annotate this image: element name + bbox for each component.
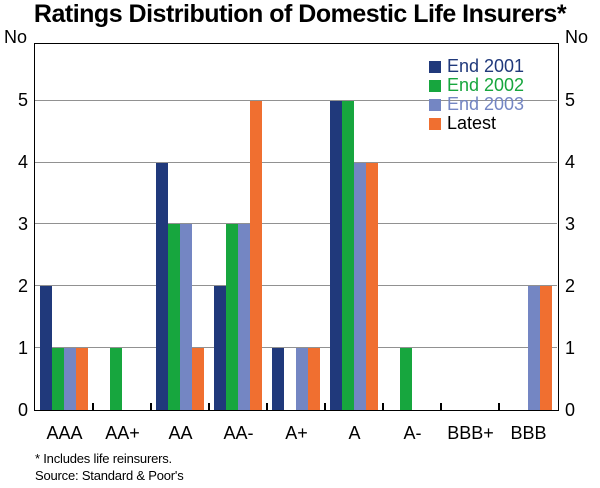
y-tick-label-right: 2	[565, 275, 576, 296]
legend-item: End 2001	[429, 57, 524, 76]
bar-end-2001-a+	[272, 348, 284, 410]
footnote: * Includes life reinsurers.	[35, 451, 172, 466]
gridline	[35, 223, 557, 225]
x-axis-tick	[266, 403, 268, 410]
gridline	[35, 347, 557, 349]
y-tick-label-left: 5	[17, 90, 28, 111]
x-axis-tick	[382, 403, 384, 410]
plot-area: End 2001 End 2002 End 2003 Latest	[34, 43, 559, 411]
legend: End 2001 End 2002 End 2003 Latest	[429, 57, 524, 133]
x-axis-tick	[498, 403, 500, 410]
y-tick-label-left: 3	[17, 213, 28, 234]
bar-latest-a+	[308, 348, 320, 410]
bar-end-2001-aa	[156, 162, 168, 410]
legend-swatch-icon	[429, 98, 441, 111]
legend-item: End 2003	[429, 95, 524, 114]
legend-item: Latest	[429, 114, 524, 133]
legend-swatch-icon	[429, 117, 441, 130]
x-axis-tick	[324, 403, 326, 410]
gridline	[35, 161, 557, 163]
bar-end-2002-aa+	[110, 348, 122, 410]
x-category-label: AA	[168, 423, 193, 443]
bar-end-2002-a-	[400, 348, 412, 410]
x-axis-tick	[150, 403, 152, 410]
y-tick-label-left: 4	[17, 152, 28, 172]
y-tick-label-right: 4	[565, 152, 576, 172]
legend-label: End 2001	[447, 56, 525, 76]
legend-swatch-icon	[429, 60, 441, 73]
bar-latest-aa-	[250, 100, 262, 410]
bar-end-2003-bbb	[528, 286, 540, 410]
x-category-label: A+	[285, 423, 308, 443]
x-category-label: AAA	[46, 423, 83, 443]
x-axis-tick	[208, 403, 210, 410]
legend-swatch-icon	[429, 79, 441, 92]
bar-latest-aaa	[76, 348, 88, 410]
bar-end-2003-aaa	[64, 348, 76, 410]
gridline	[35, 285, 557, 287]
x-category-label: AA-	[223, 423, 254, 443]
legend-label: Latest	[447, 113, 497, 133]
y-tick-label-right: 3	[565, 213, 576, 234]
bar-end-2003-aa-	[238, 224, 250, 410]
bar-latest-aa	[192, 348, 204, 410]
legend-label: End 2003	[447, 94, 525, 114]
y-tick-label-left: 1	[17, 337, 28, 358]
source-note: Source: Standard & Poor's	[35, 468, 184, 483]
legend-item: End 2002	[429, 76, 524, 95]
y-tick-label-left: 2	[17, 275, 28, 296]
y-axis-unit-left: No	[4, 27, 28, 47]
bar-latest-a	[366, 162, 378, 410]
bar-end-2003-a	[354, 162, 366, 410]
x-category-label: BBB	[510, 423, 547, 443]
bar-end-2003-a+	[296, 348, 308, 410]
y-axis-unit-right: No	[565, 27, 589, 47]
bar-end-2002-aa-	[226, 224, 238, 410]
bar-end-2003-aa	[180, 224, 192, 410]
x-category-label: A-	[403, 423, 422, 443]
chart-title: Ratings Distribution of Domestic Life In…	[33, 0, 567, 28]
y-tick-label-right: 5	[565, 90, 576, 111]
x-category-label: A	[348, 423, 361, 443]
bar-end-2002-aa	[168, 224, 180, 410]
y-tick-label-right: 0	[565, 399, 576, 420]
x-category-label: AA+	[105, 423, 140, 443]
bar-end-2001-a	[330, 100, 342, 410]
y-tick-label-right: 1	[565, 337, 576, 358]
bar-end-2002-a	[342, 100, 354, 410]
bar-end-2001-aa-	[214, 286, 226, 410]
x-category-label: BBB+	[447, 423, 494, 443]
x-axis-tick	[92, 403, 94, 410]
bar-end-2001-aaa	[40, 286, 52, 410]
bar-end-2002-aaa	[52, 348, 64, 410]
x-axis-tick	[440, 403, 442, 410]
gridline	[35, 99, 557, 101]
legend-label: End 2002	[447, 75, 525, 95]
y-tick-label-left: 0	[17, 399, 28, 420]
bar-latest-bbb	[540, 286, 552, 410]
